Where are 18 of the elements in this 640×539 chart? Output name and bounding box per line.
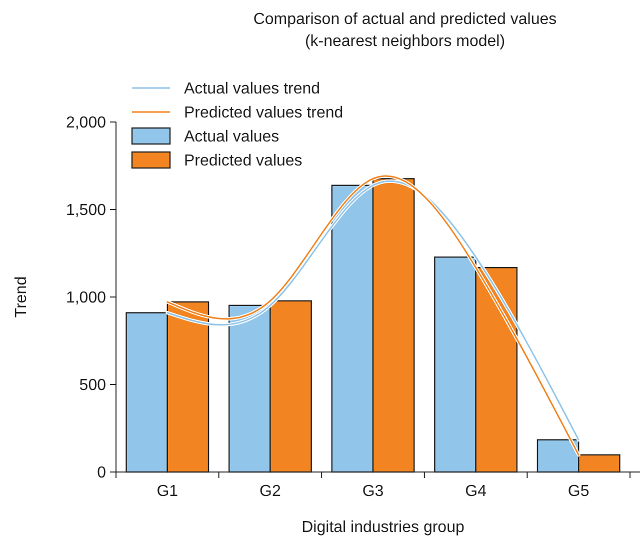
x-tick-label: G4 [465, 483, 487, 500]
legend-label: Actual values [184, 128, 280, 146]
x-axis-title: Digital industries group [302, 519, 464, 536]
x-tick-label: G2 [260, 483, 281, 500]
y-tick-label: 1,500 [66, 202, 106, 220]
legend-label: Predicted values trend [184, 104, 344, 122]
y-tick-label: 0 [97, 464, 106, 482]
y-tick-label: 500 [79, 377, 106, 394]
chart-subtitle: (k-nearest neighbors model) [304, 33, 506, 50]
x-tick-label: G3 [362, 483, 384, 500]
x-tick-label: G5 [568, 483, 590, 500]
legend-label: Actual values trend [184, 80, 320, 98]
y-tick-label: 2,000 [66, 114, 106, 132]
y-tick-label: 1,000 [66, 290, 106, 307]
legend-label: Predicted values [184, 152, 302, 170]
y-axis-title: Trend [13, 276, 30, 318]
chart-title: Comparison of actual and predicted values [253, 11, 557, 28]
x-tick-label: G1 [156, 483, 178, 500]
